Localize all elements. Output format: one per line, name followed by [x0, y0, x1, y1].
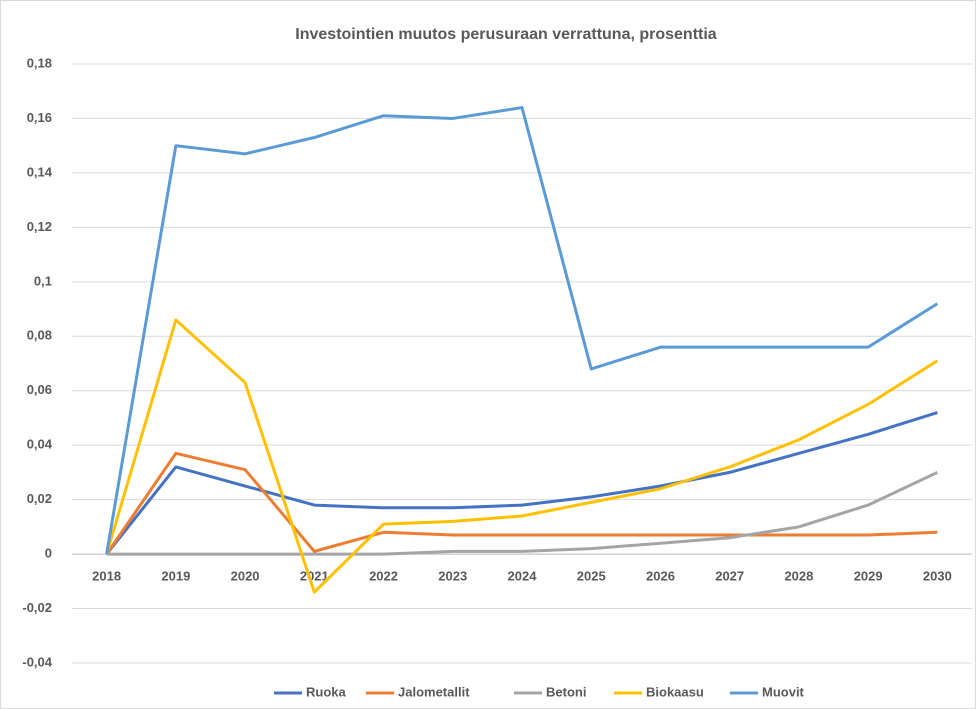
x-tick-label: 2023 [438, 569, 467, 584]
x-tick-label: 2025 [577, 569, 606, 584]
x-tick-label: 2030 [923, 569, 952, 584]
y-tick-label: -0,04 [22, 654, 52, 669]
y-tick-label: 0,08 [27, 328, 52, 343]
x-tick-label: 2022 [369, 569, 398, 584]
x-tick-label: 2026 [646, 569, 675, 584]
series-line [106, 471, 939, 556]
x-tick-label: 2020 [231, 569, 260, 584]
y-tick-label: 0,02 [27, 491, 52, 506]
legend-label: Jalometallit [398, 684, 470, 699]
y-tick-label: -0,02 [22, 600, 52, 615]
y-tick-label: 0,1 [34, 273, 52, 288]
y-tick-label: 0,06 [27, 382, 52, 397]
chart-title: Investointien muutos perusuraan verrattu… [295, 26, 717, 43]
legend-label: Ruoka [306, 684, 347, 699]
legend-label: Biokaasu [646, 684, 704, 699]
x-tick-label: 2028 [784, 569, 813, 584]
series-line [105, 318, 939, 594]
y-tick-label: 0,14 [27, 164, 53, 179]
series-line [105, 411, 938, 556]
x-tick-label: 2024 [508, 569, 538, 584]
y-tick-label: 0,16 [27, 110, 52, 125]
y-tick-label: 0 [45, 546, 52, 561]
y-tick-label: 0,04 [27, 437, 53, 452]
x-tick-label: 2027 [715, 569, 744, 584]
y-tick-label: 0,12 [27, 219, 52, 234]
y-tick-label: 0,18 [27, 55, 52, 70]
x-tick-label: 2019 [161, 569, 190, 584]
legend-label: Betoni [546, 684, 586, 699]
legend-label: Muovit [762, 684, 805, 699]
x-tick-label: 2029 [854, 569, 883, 584]
x-tick-label: 2018 [92, 569, 121, 584]
series-line [105, 451, 938, 555]
series-line [105, 106, 939, 555]
